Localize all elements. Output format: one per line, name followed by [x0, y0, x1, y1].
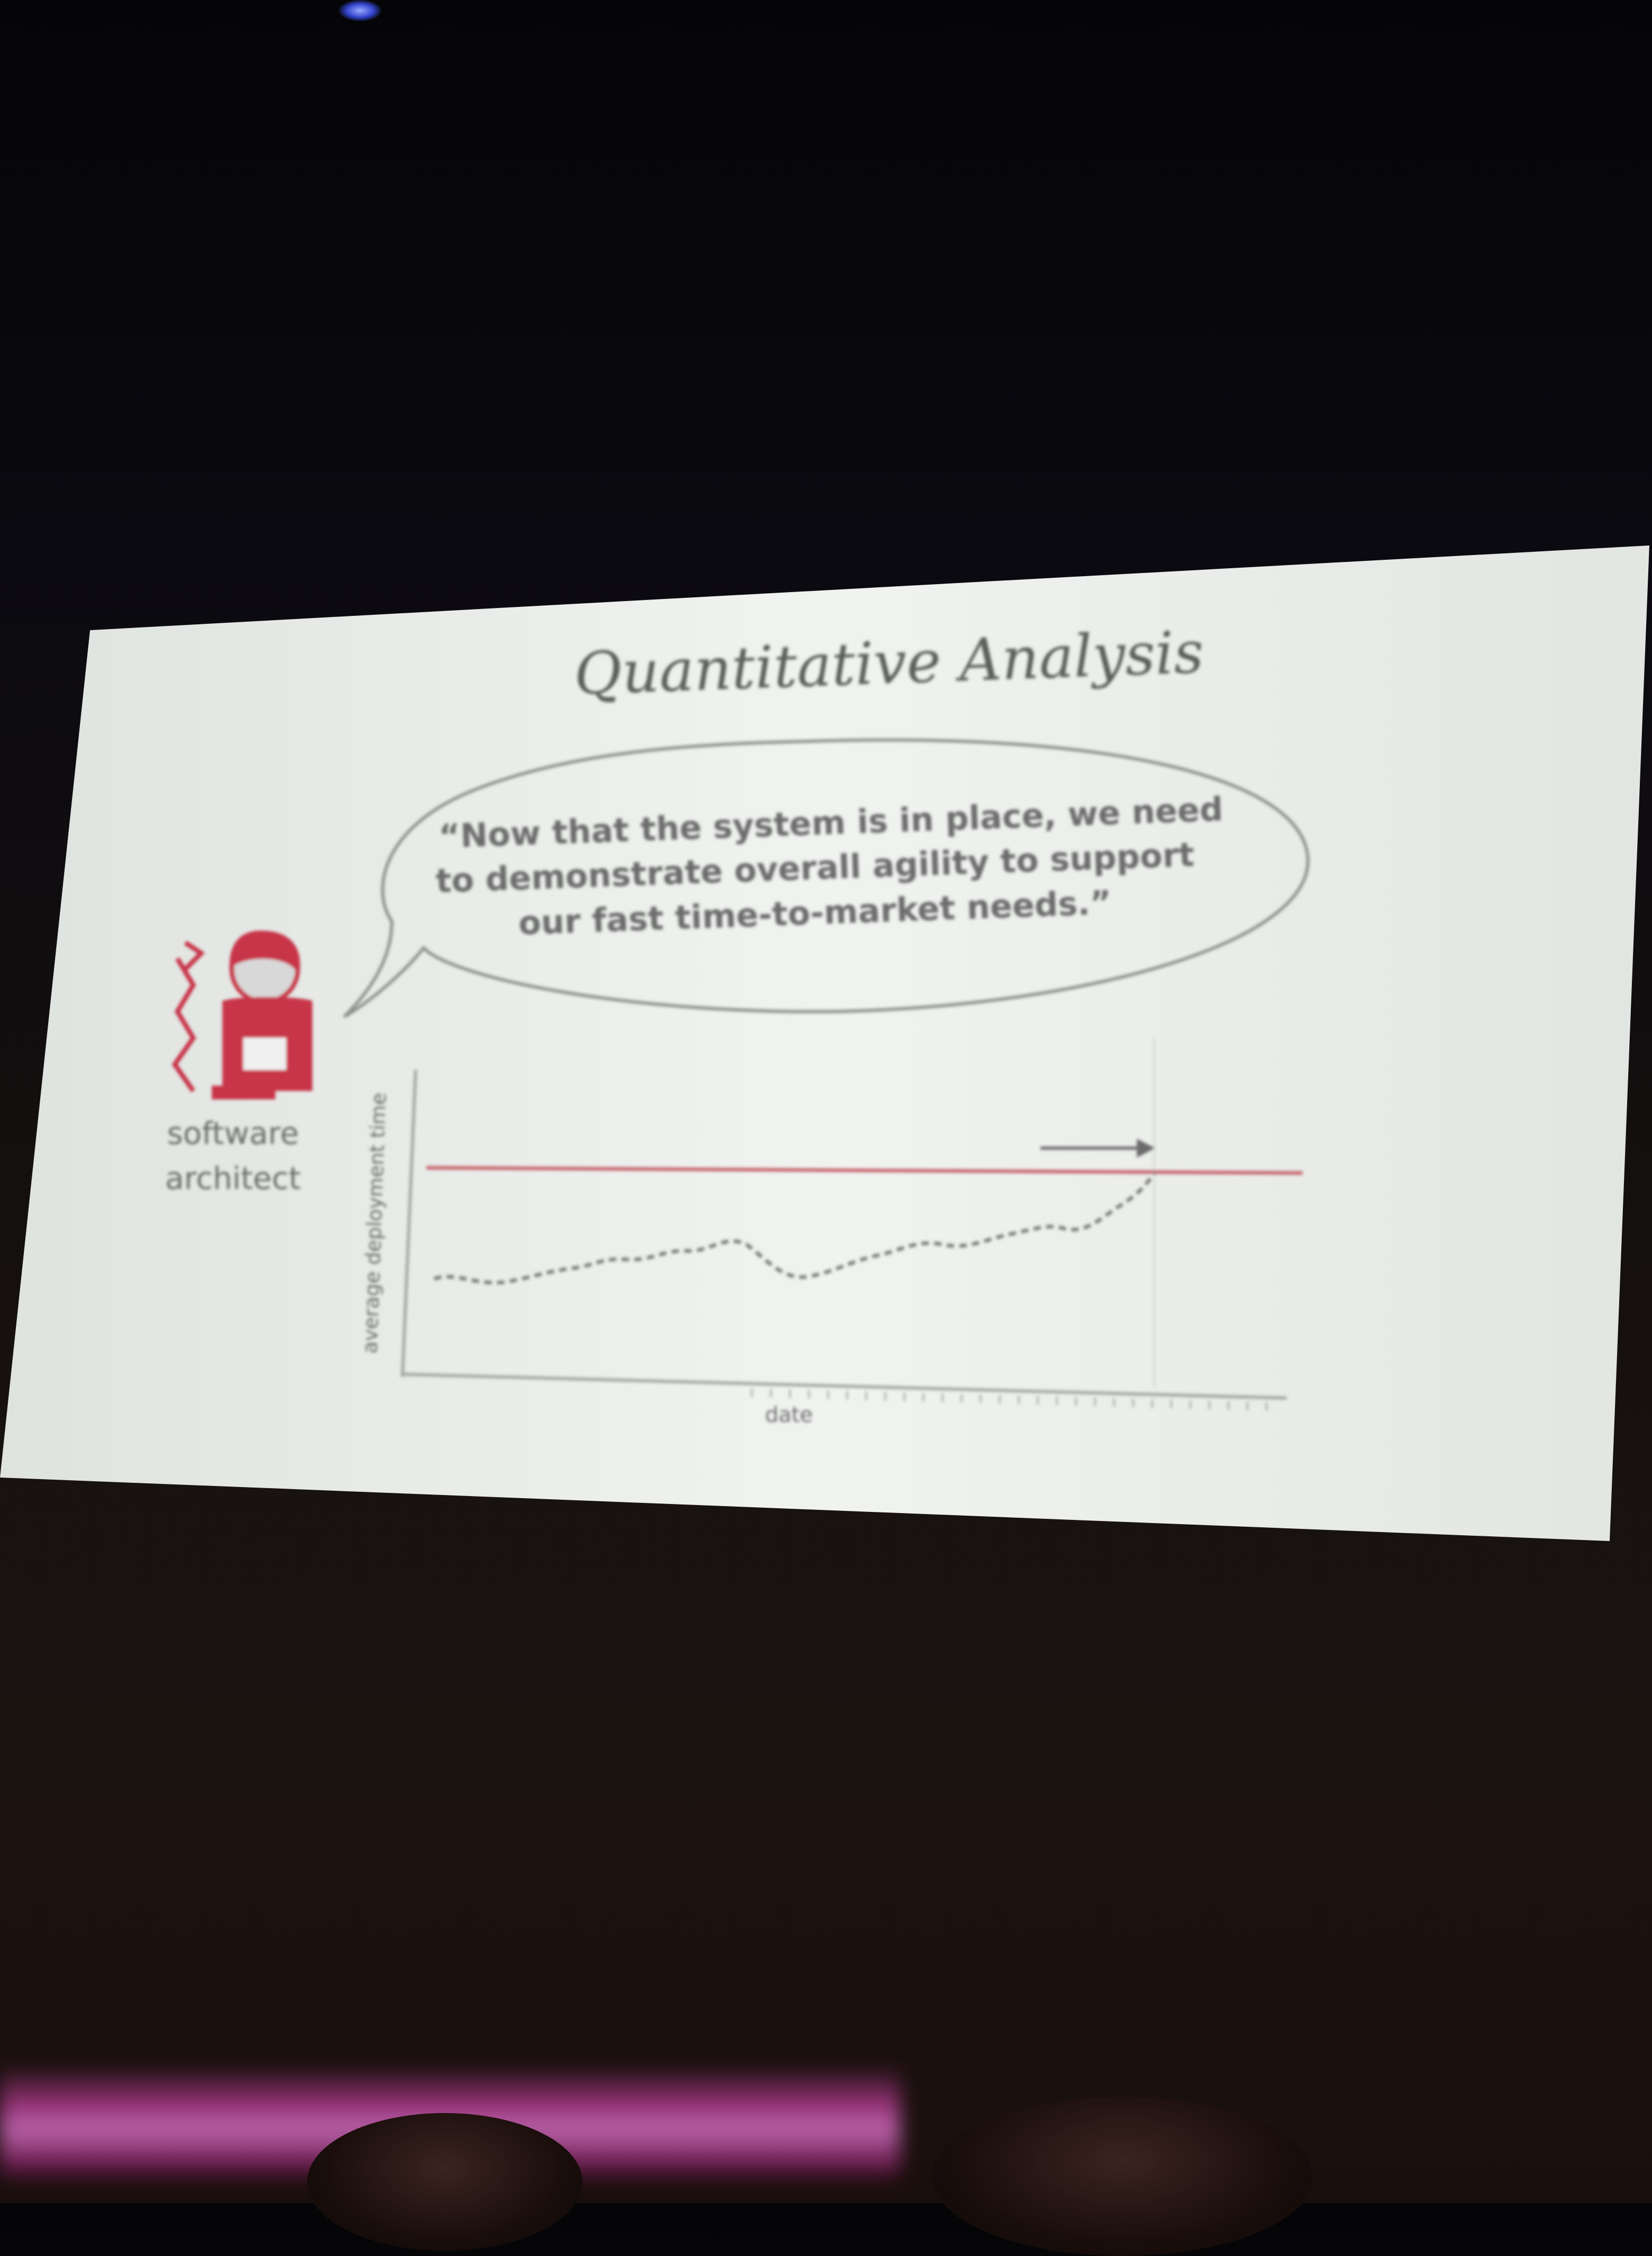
x-axis-ticks [751, 1388, 1268, 1411]
target-threshold-line [426, 1166, 1303, 1175]
x-axis-label: date [765, 1403, 813, 1427]
audience-head [932, 2097, 1313, 2256]
ceiling-light [339, 0, 381, 21]
trend-arrow [1040, 1139, 1155, 1158]
architect-figure-icon [172, 930, 312, 1099]
x-axis [402, 1373, 1287, 1400]
speech-bubble [343, 738, 1310, 1018]
audience-head [307, 2113, 582, 2251]
y-axis [401, 1069, 417, 1377]
projection-screen: Quantitative Analysis “Now that the syst… [0, 545, 1649, 1541]
role-label-line-1: software [167, 1115, 299, 1151]
slide-surface [0, 545, 1649, 1541]
deployment-time-series [433, 1172, 1156, 1285]
role-label-line-2: architect [165, 1160, 301, 1196]
